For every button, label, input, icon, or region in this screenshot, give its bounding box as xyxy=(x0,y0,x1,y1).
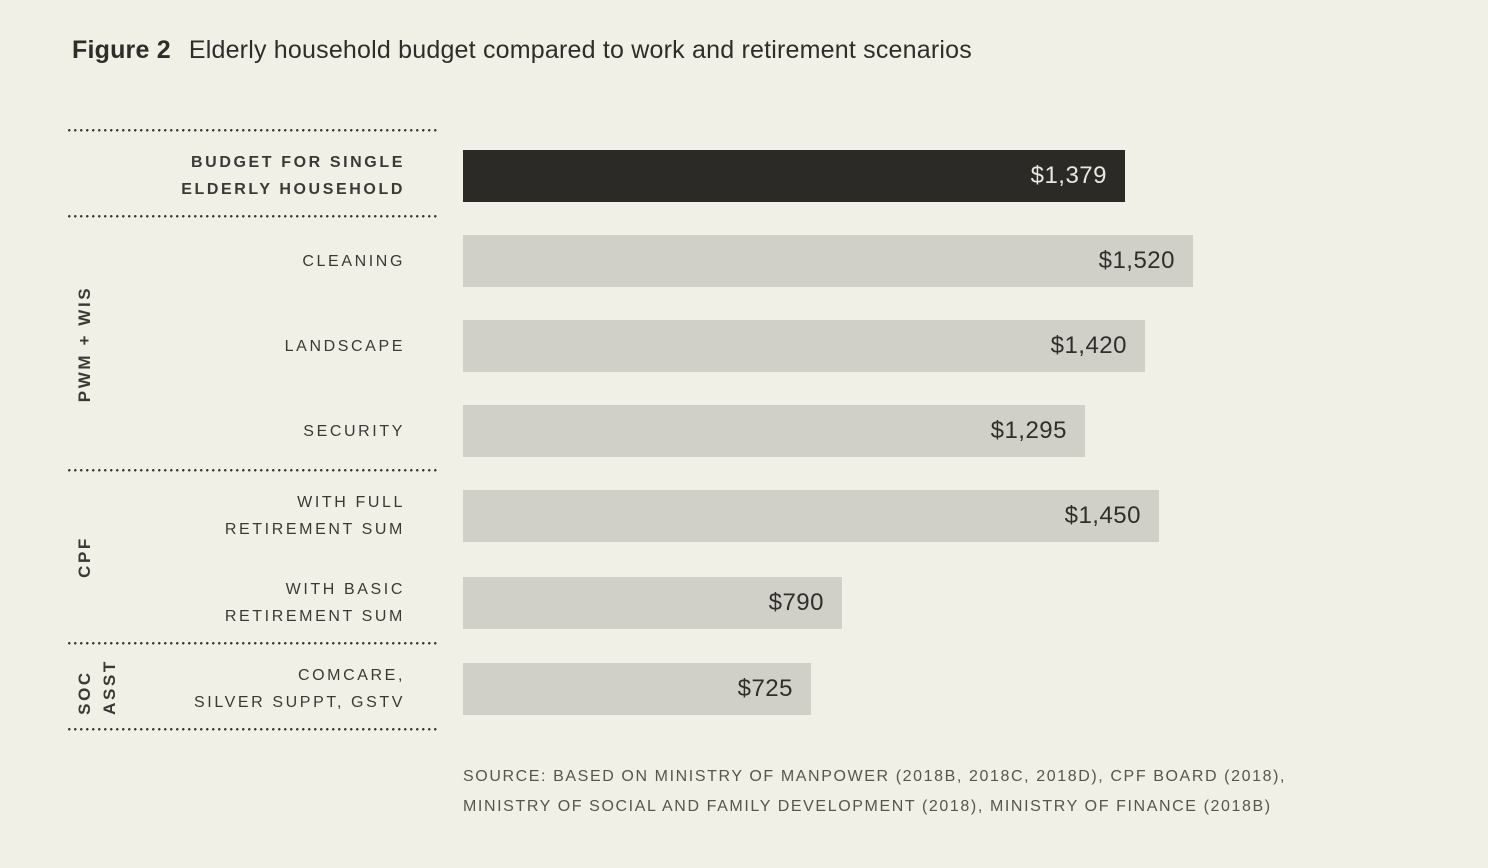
bar-label: WITH FULL RETIREMENT SUM xyxy=(224,494,405,538)
bar-row: BUDGET FOR SINGLE ELDERLY HOUSEHOLD $1,37… xyxy=(68,149,1198,203)
group-label: SOC ASST xyxy=(75,658,119,715)
bar: $1,379 xyxy=(463,150,1125,202)
bar: $790 xyxy=(463,577,842,629)
dotted-separator xyxy=(68,469,437,472)
bar-row: CLEANING $1,520 xyxy=(68,235,1198,287)
bar-row: SECURITY $1,295 xyxy=(68,405,1198,457)
group-label: CPF xyxy=(75,536,94,578)
dotted-separator xyxy=(68,215,437,218)
bar-cell: $1,450 xyxy=(463,490,1159,542)
bar-row: COMCARE, SILVER SUPPT, GSTV $725 xyxy=(68,662,1198,716)
figure-title: Figure 2 Elderly household budget compare… xyxy=(72,36,972,65)
bar-chart: BUDGET FOR SINGLE ELDERLY HOUSEHOLD $1,37… xyxy=(68,129,1198,731)
bar-row: WITH BASIC RETIREMENT SUM $790 xyxy=(68,576,1198,630)
bar-cell: $1,420 xyxy=(463,320,1145,372)
bar-label: COMCARE, SILVER SUPPT, GSTV xyxy=(194,667,405,711)
bar-cell: $1,295 xyxy=(463,405,1085,457)
bar-label: WITH BASIC RETIREMENT SUM xyxy=(224,581,405,625)
source-note: SOURCE: BASED ON MINISTRY OF MANPOWER (2… xyxy=(463,762,1286,822)
source-line-2: MINISTRY OF SOCIAL AND FAMILY DEVELOPMEN… xyxy=(463,798,1272,815)
bar-value: $790 xyxy=(768,589,824,616)
bar-group: SOC ASST COMCARE, SILVER SUPPT, GSTV $725 xyxy=(68,645,1198,728)
bar: $1,520 xyxy=(463,235,1193,287)
bar-row: LANDSCAPE $1,420 xyxy=(68,320,1198,372)
bar-row: WITH FULL RETIREMENT SUM $1,450 xyxy=(68,489,1198,543)
bar-cell: $1,520 xyxy=(463,235,1193,287)
bar-label: LANDSCAPE xyxy=(284,337,405,355)
bar: $1,450 xyxy=(463,490,1159,542)
source-line-1: SOURCE: BASED ON MINISTRY OF MANPOWER (2… xyxy=(463,768,1287,785)
bar-cell: $790 xyxy=(463,577,842,629)
group-label: PWM + WIS xyxy=(75,285,94,402)
bar: $1,420 xyxy=(463,320,1145,372)
bar-label: BUDGET FOR SINGLE ELDERLY HOUSEHOLD xyxy=(181,154,405,198)
bar-value: $1,520 xyxy=(1098,247,1175,274)
dotted-separator xyxy=(68,728,437,731)
bar-label: SECURITY xyxy=(303,422,405,440)
bar-value: $725 xyxy=(737,675,793,702)
bar-label: CLEANING xyxy=(302,252,405,270)
bar-cell: $1,379 xyxy=(463,150,1125,202)
bar-value: $1,420 xyxy=(1050,332,1127,359)
dotted-separator xyxy=(68,642,437,645)
bar: $725 xyxy=(463,663,811,715)
bar-value: $1,295 xyxy=(990,417,1067,444)
bar-group: PWM + WIS CLEANING $1,520 LANDSCAPE $1,420 SE… xyxy=(68,218,1198,469)
bar-group: BUDGET FOR SINGLE ELDERLY HOUSEHOLD $1,37… xyxy=(68,132,1198,215)
bar-value: $1,450 xyxy=(1064,502,1141,529)
bar-cell: $725 xyxy=(463,663,811,715)
bar-value: $1,379 xyxy=(1030,162,1107,189)
figure-label: Figure 2 xyxy=(72,36,171,64)
dotted-separator xyxy=(68,129,437,132)
bar: $1,295 xyxy=(463,405,1085,457)
figure-title-text: Elderly household budget compared to wor… xyxy=(188,36,972,64)
bar-group: CPF WITH FULL RETIREMENT SUM $1,450 WITH BA… xyxy=(68,472,1198,642)
